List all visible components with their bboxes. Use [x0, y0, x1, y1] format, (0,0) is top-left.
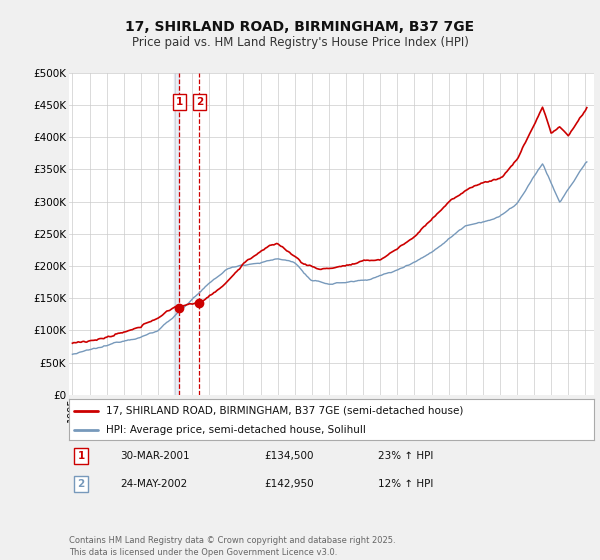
Text: HPI: Average price, semi-detached house, Solihull: HPI: Average price, semi-detached house,…	[106, 424, 365, 435]
Text: 12% ↑ HPI: 12% ↑ HPI	[378, 479, 433, 489]
Text: £134,500: £134,500	[264, 451, 314, 461]
Text: 17, SHIRLAND ROAD, BIRMINGHAM, B37 7GE: 17, SHIRLAND ROAD, BIRMINGHAM, B37 7GE	[125, 20, 475, 34]
Text: 17, SHIRLAND ROAD, BIRMINGHAM, B37 7GE (semi-detached house): 17, SHIRLAND ROAD, BIRMINGHAM, B37 7GE (…	[106, 405, 463, 416]
Bar	[174, 73, 179, 395]
Text: 1: 1	[176, 97, 183, 107]
Text: Price paid vs. HM Land Registry's House Price Index (HPI): Price paid vs. HM Land Registry's House …	[131, 36, 469, 49]
Text: 2: 2	[196, 97, 203, 107]
Text: Contains HM Land Registry data © Crown copyright and database right 2025.
This d: Contains HM Land Registry data © Crown c…	[69, 536, 395, 557]
Text: 23% ↑ HPI: 23% ↑ HPI	[378, 451, 433, 461]
Text: 24-MAY-2002: 24-MAY-2002	[120, 479, 187, 489]
Text: 2: 2	[77, 479, 85, 489]
Text: 1: 1	[77, 451, 85, 461]
Text: £142,950: £142,950	[264, 479, 314, 489]
Text: 30-MAR-2001: 30-MAR-2001	[120, 451, 190, 461]
